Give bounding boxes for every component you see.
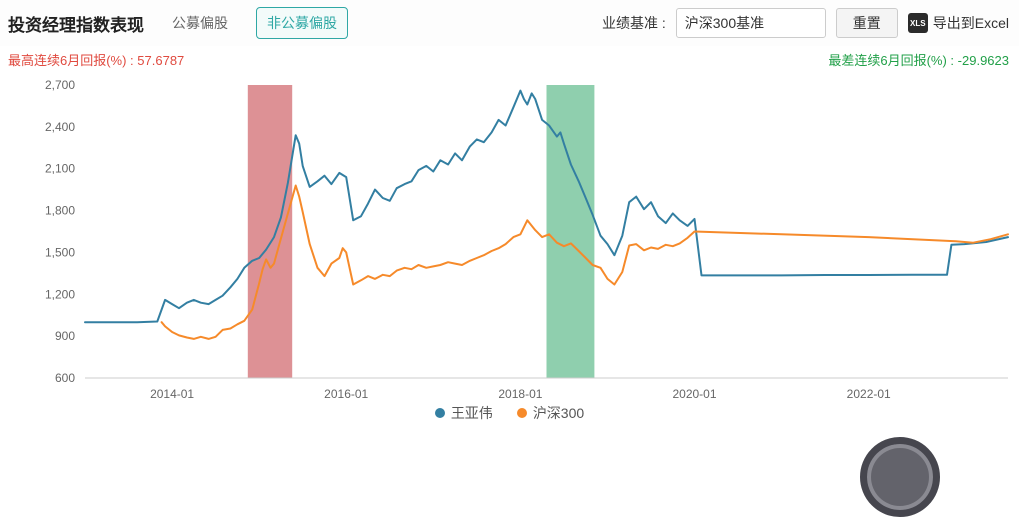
x-tick-label: 2022-01 — [847, 387, 891, 401]
legend-dot-orange-icon — [516, 408, 527, 418]
header-left: 投资经理指数表现 公募偏股 非公募偏股 — [8, 7, 348, 39]
benchmark-label: 业绩基准 : — [601, 15, 666, 31]
y-tick-label: 2,400 — [45, 120, 75, 134]
y-tick-label: 1,200 — [45, 287, 75, 301]
x-tick-label: 2016-01 — [324, 387, 368, 401]
legend-label: 王亚伟 — [450, 405, 493, 421]
xls-file-icon: XLS — [907, 13, 928, 33]
legend-label: 沪深300 — [532, 405, 585, 421]
legend-item-hs300[interactable]: 沪深300 — [516, 403, 585, 423]
max-6m-return-stat: 最高连续6月回报(%) : 57.6787 — [8, 50, 184, 69]
min-6m-return-label: 最差连续6月回报(%) : — [828, 53, 955, 68]
min-6m-return-stat: 最差连续6月回报(%) : -29.9623 — [828, 50, 1009, 69]
header-bar: 投资经理指数表现 公募偏股 非公募偏股 业绩基准 : 重置 XLS 导出到Exc… — [0, 0, 1019, 46]
x-tick-label: 2020-01 — [672, 387, 716, 401]
tab-private-equity[interactable]: 非公募偏股 — [256, 7, 348, 39]
min-6m-return-value: -29.9623 — [957, 53, 1009, 68]
page-title: 投资经理指数表现 — [8, 15, 144, 35]
max-6m-return-value: 57.6787 — [137, 53, 185, 68]
export-label: 导出到Excel — [932, 15, 1009, 31]
header-right: 业绩基准 : 重置 XLS 导出到Excel — [602, 8, 1009, 38]
chart-legend: 王亚伟 沪深300 — [0, 403, 1019, 423]
export-excel-button[interactable]: XLS 导出到Excel — [907, 13, 1009, 33]
y-tick-label: 900 — [55, 329, 75, 343]
highlight-band-red — [247, 85, 293, 378]
series-line-1 — [160, 184, 1009, 340]
reset-button[interactable]: 重置 — [835, 8, 898, 38]
y-tick-label: 2,100 — [45, 162, 75, 176]
legend-item-wangyawei[interactable]: 王亚伟 — [434, 403, 493, 423]
x-tick-label: 2014-01 — [150, 387, 194, 401]
y-tick-label: 1,800 — [45, 204, 75, 218]
benchmark-input[interactable] — [675, 8, 826, 38]
legend-dot-blue-icon — [434, 408, 445, 418]
performance-line-chart[interactable]: 600 900 1,200 1,500 1,800 2,100 2,400 2,700 2014… — [0, 71, 1019, 401]
y-tick-label: 600 — [55, 371, 75, 385]
max-6m-return-label: 最高连续6月回报(%) : — [8, 53, 134, 68]
stats-row: 最高连续6月回报(%) : 57.6787 最差连续6月回报(%) : -29.… — [0, 46, 1019, 71]
series-line-0 — [84, 89, 1009, 324]
watermark-logo[interactable] — [860, 437, 940, 517]
highlight-band-green — [546, 85, 595, 378]
tab-public-equity[interactable]: 公募偏股 — [172, 15, 228, 31]
y-tick-label: 2,700 — [45, 78, 75, 92]
y-tick-label: 1,500 — [45, 245, 75, 259]
x-tick-label: 2018-01 — [498, 387, 542, 401]
